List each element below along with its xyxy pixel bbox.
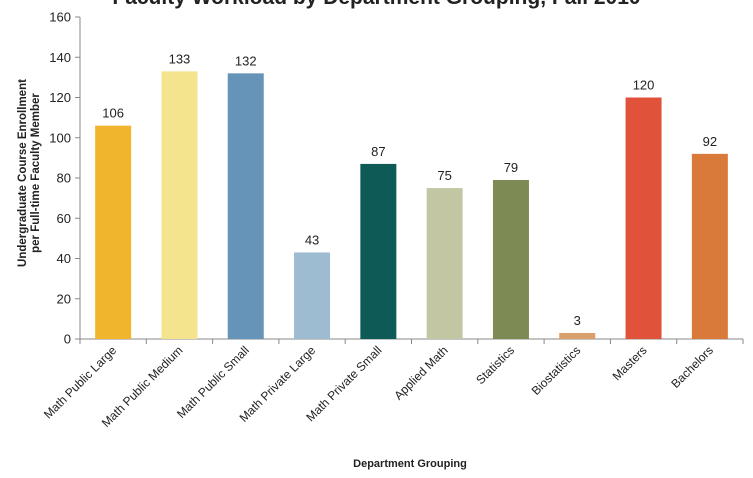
data-label: 92 bbox=[703, 134, 717, 149]
y-tick-label: 160 bbox=[49, 10, 71, 25]
y-tick-label: 120 bbox=[49, 90, 71, 105]
data-label: 132 bbox=[235, 53, 257, 68]
bar bbox=[294, 252, 331, 339]
bar bbox=[227, 73, 264, 339]
data-label: 43 bbox=[305, 232, 319, 247]
y-axis-label-line2: per Full-time Faculty Member bbox=[30, 93, 42, 253]
bar bbox=[95, 125, 132, 339]
category-label: Biostatistics bbox=[529, 343, 584, 398]
y-axis-label: Undergraduate Course Enrollment per Full… bbox=[17, 73, 43, 273]
y-tick-label: 100 bbox=[49, 130, 71, 145]
y-tick-label: 60 bbox=[57, 211, 71, 226]
chart-title: Faculty Workload by Department Grouping,… bbox=[0, 0, 753, 10]
y-tick-label: 0 bbox=[64, 332, 71, 347]
y-tick-label: 20 bbox=[57, 291, 71, 306]
bar bbox=[492, 180, 529, 339]
bar bbox=[161, 71, 198, 340]
data-label: 106 bbox=[102, 106, 124, 121]
data-label: 133 bbox=[169, 51, 191, 66]
data-label: 79 bbox=[504, 160, 518, 175]
category-label: Statistics bbox=[473, 343, 517, 387]
bar bbox=[559, 332, 596, 339]
bar bbox=[691, 153, 728, 339]
data-label: 120 bbox=[633, 78, 655, 93]
category-label: Math Public Small bbox=[174, 343, 252, 421]
y-axis-label-line1: Undergraduate Course Enrollment bbox=[17, 79, 29, 267]
bar bbox=[360, 163, 397, 339]
y-tick-label: 40 bbox=[57, 251, 71, 266]
category-label: Applied Math bbox=[391, 343, 450, 402]
data-label: 87 bbox=[371, 144, 385, 159]
category-label: Bachelors bbox=[668, 343, 716, 391]
category-label: Math Public Large bbox=[41, 343, 120, 422]
data-label: 75 bbox=[437, 168, 451, 183]
bar bbox=[625, 97, 662, 339]
category-label: Masters bbox=[610, 343, 650, 383]
y-tick-label: 80 bbox=[57, 171, 71, 186]
x-axis-label: Department Grouping bbox=[353, 458, 467, 470]
y-tick-label: 140 bbox=[49, 50, 71, 65]
bar bbox=[426, 188, 463, 339]
data-label: 3 bbox=[574, 313, 581, 328]
